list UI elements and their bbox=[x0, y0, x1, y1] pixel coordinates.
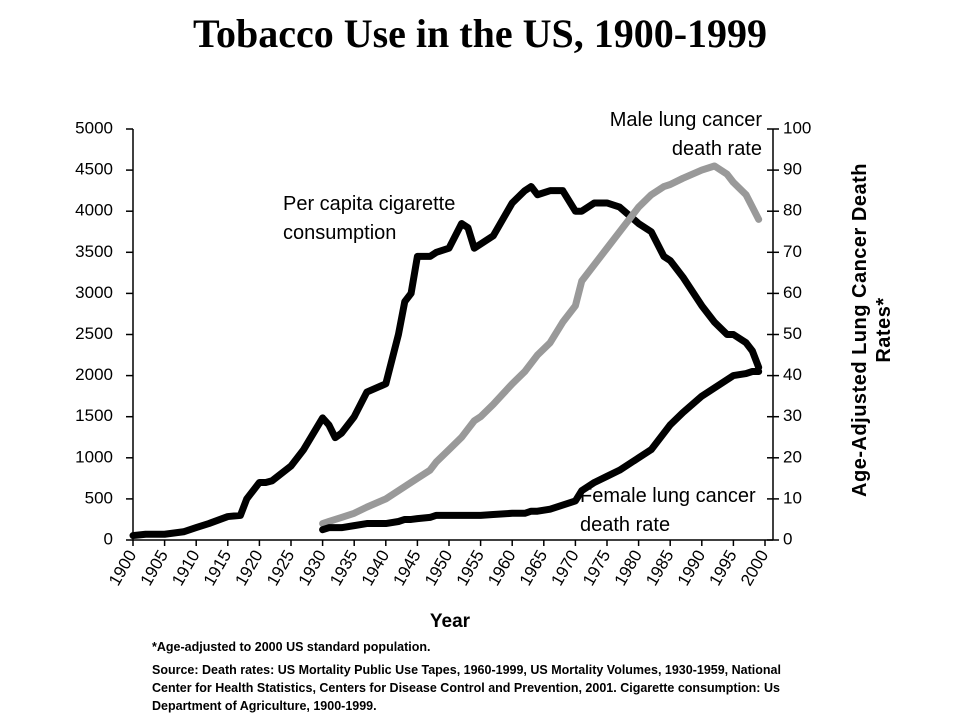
x-tick-label: 1975 bbox=[579, 547, 614, 589]
series-label: Female lung cancer death rate bbox=[580, 485, 756, 536]
y-tick-label: 0 bbox=[104, 529, 113, 548]
y-tick-label: 5000 bbox=[75, 118, 113, 137]
x-tick-label: 1935 bbox=[326, 547, 361, 589]
y-tick-label: 2000 bbox=[75, 365, 113, 384]
series-line bbox=[319, 367, 763, 534]
y-tick-label: 500 bbox=[85, 488, 113, 507]
y2-tick-label: 80 bbox=[783, 201, 802, 220]
footnote: *Age-adjusted to 2000 US standard popula… bbox=[152, 640, 431, 654]
series-label: Per capita cigarette consumption bbox=[283, 193, 456, 244]
y2-tick-label: 50 bbox=[783, 324, 802, 343]
series-line bbox=[129, 183, 763, 540]
x-tick-label: 1940 bbox=[358, 547, 393, 589]
y-tick-label: 1500 bbox=[75, 406, 113, 425]
y2-tick-label: 70 bbox=[783, 242, 802, 261]
x-tick-label: 1900 bbox=[105, 547, 140, 589]
x-tick-label: 1910 bbox=[168, 547, 203, 589]
y-tick-label: 4500 bbox=[75, 160, 113, 179]
x-tick-label: 1960 bbox=[484, 547, 519, 589]
y2-axis-label: Age-Adjusted Lung Cancer Death Rates* bbox=[849, 163, 895, 497]
y2-tick-label: 40 bbox=[783, 365, 802, 384]
x-axis-label: Year bbox=[430, 611, 471, 632]
x-tick-label: 1955 bbox=[453, 547, 488, 589]
x-tick-label: 1985 bbox=[642, 547, 677, 589]
x-tick-label: 1945 bbox=[389, 547, 424, 589]
x-tick-label: 1915 bbox=[200, 547, 235, 589]
source-note: Source: Death rates: US Mortality Public… bbox=[152, 663, 781, 713]
y-tick-label: 4000 bbox=[75, 201, 113, 220]
y-tick-label: 3500 bbox=[75, 242, 113, 261]
x-tick-label: 1990 bbox=[674, 547, 709, 589]
y2-tick-label: 90 bbox=[783, 160, 802, 179]
y2-tick-label: 10 bbox=[783, 488, 802, 507]
x-tick-label: 1925 bbox=[263, 547, 298, 589]
chart-title: Tobacco Use in the US, 1900-1999 bbox=[193, 11, 767, 56]
series-label: Male lung cancer death rate bbox=[609, 109, 762, 160]
x-tick-label: 1950 bbox=[421, 547, 456, 589]
y-tick-label: 1000 bbox=[75, 447, 113, 466]
series-line bbox=[319, 162, 763, 528]
y2-tick-label: 100 bbox=[783, 118, 811, 137]
x-tick-label: 1930 bbox=[295, 547, 330, 589]
x-tick-label: 2000 bbox=[737, 547, 772, 589]
x-tick-label: 1965 bbox=[516, 547, 551, 589]
y2-tick-label: 30 bbox=[783, 406, 802, 425]
x-tick-label: 1980 bbox=[611, 547, 646, 589]
x-tick-label: 1995 bbox=[705, 547, 740, 589]
y2-tick-label: 20 bbox=[783, 447, 802, 466]
y2-tick-label: 0 bbox=[783, 529, 792, 548]
y-tick-label: 2500 bbox=[75, 324, 113, 343]
y-tick-label: 3000 bbox=[75, 283, 113, 302]
x-tick-label: 1920 bbox=[231, 547, 266, 589]
x-tick-label: 1905 bbox=[137, 547, 172, 589]
x-tick-label: 1970 bbox=[547, 547, 582, 589]
y2-tick-label: 60 bbox=[783, 283, 802, 302]
